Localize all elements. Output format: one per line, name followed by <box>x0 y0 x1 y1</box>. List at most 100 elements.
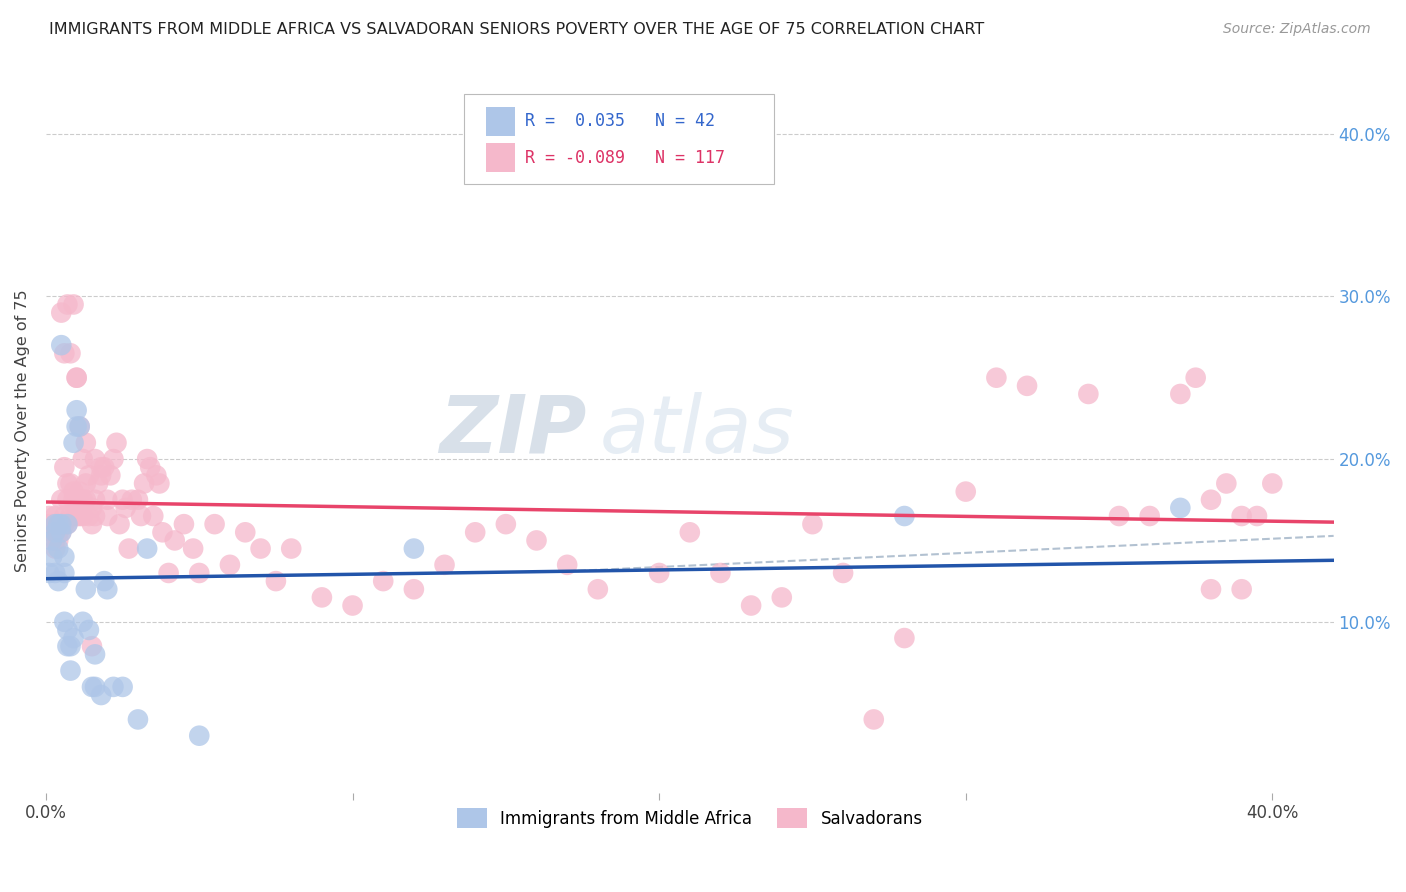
FancyBboxPatch shape <box>464 94 773 185</box>
Point <box>402 582 425 597</box>
Point <box>80 680 103 694</box>
Point <box>77 623 100 637</box>
Point <box>280 541 302 556</box>
Point <box>62 631 84 645</box>
Point <box>103 452 125 467</box>
Point <box>862 713 884 727</box>
Point <box>495 517 517 532</box>
Point <box>56 517 79 532</box>
Point <box>46 533 69 548</box>
Point <box>1230 508 1253 523</box>
Point <box>1170 387 1192 401</box>
Point <box>219 558 242 572</box>
Point <box>75 582 97 597</box>
Point <box>75 492 97 507</box>
Point <box>44 541 66 556</box>
Point <box>59 476 82 491</box>
Point <box>51 517 73 532</box>
Point <box>59 639 82 653</box>
Point <box>96 492 118 507</box>
Point <box>69 419 91 434</box>
Text: IMMIGRANTS FROM MIDDLE AFRICA VS SALVADORAN SENIORS POVERTY OVER THE AGE OF 75 C: IMMIGRANTS FROM MIDDLE AFRICA VS SALVADO… <box>49 22 984 37</box>
Point <box>108 517 131 532</box>
Point <box>181 541 204 556</box>
Point <box>433 558 456 572</box>
Point <box>770 591 793 605</box>
Point <box>46 541 69 556</box>
Point <box>93 460 115 475</box>
Point <box>62 435 84 450</box>
Point <box>75 476 97 491</box>
Point <box>1246 508 1268 523</box>
Point <box>44 533 66 548</box>
Point <box>152 525 174 540</box>
Point <box>51 525 73 540</box>
Point <box>893 631 915 645</box>
Point <box>402 541 425 556</box>
Point <box>1199 492 1222 507</box>
Point <box>77 508 100 523</box>
Point <box>51 492 73 507</box>
Point <box>96 582 118 597</box>
Point <box>136 541 159 556</box>
Point <box>127 713 149 727</box>
Point <box>72 452 94 467</box>
Text: R = -0.089   N = 117: R = -0.089 N = 117 <box>524 149 725 167</box>
Point <box>555 558 578 572</box>
Point <box>249 541 271 556</box>
Point <box>1184 370 1206 384</box>
Point <box>103 680 125 694</box>
Point <box>62 297 84 311</box>
Point <box>986 370 1008 384</box>
Point <box>204 517 226 532</box>
Point <box>586 582 609 597</box>
Point <box>526 533 548 548</box>
Point <box>233 525 256 540</box>
Point <box>69 508 91 523</box>
Point <box>53 460 76 475</box>
Point <box>51 525 73 540</box>
Point <box>53 517 76 532</box>
FancyBboxPatch shape <box>486 143 515 172</box>
Point <box>56 297 79 311</box>
Point <box>188 566 211 580</box>
Point <box>136 452 159 467</box>
Point <box>56 623 79 637</box>
Point <box>264 574 287 588</box>
Point <box>41 549 63 564</box>
Point <box>66 508 89 523</box>
Point <box>832 566 855 580</box>
Point <box>1261 476 1284 491</box>
Point <box>38 517 60 532</box>
Point <box>1215 476 1237 491</box>
Point <box>46 574 69 588</box>
Point <box>90 468 112 483</box>
Point <box>44 508 66 523</box>
Point <box>98 468 121 483</box>
Point <box>84 648 107 662</box>
Point <box>105 435 128 450</box>
Point <box>114 500 136 515</box>
Point <box>118 541 141 556</box>
Point <box>53 346 76 360</box>
Point <box>90 688 112 702</box>
Point <box>148 476 170 491</box>
Point <box>77 468 100 483</box>
Point <box>87 476 110 491</box>
Point <box>44 517 66 532</box>
Point <box>93 574 115 588</box>
Point <box>69 484 91 499</box>
Point <box>53 566 76 580</box>
Point <box>1015 379 1038 393</box>
Point <box>96 508 118 523</box>
Point <box>1139 508 1161 523</box>
Point <box>46 517 69 532</box>
Point <box>53 615 76 629</box>
Point <box>51 517 73 532</box>
Point <box>111 492 134 507</box>
Point <box>1108 508 1130 523</box>
Point <box>132 476 155 491</box>
Point <box>66 403 89 417</box>
Point <box>173 517 195 532</box>
Text: atlas: atlas <box>600 392 794 469</box>
